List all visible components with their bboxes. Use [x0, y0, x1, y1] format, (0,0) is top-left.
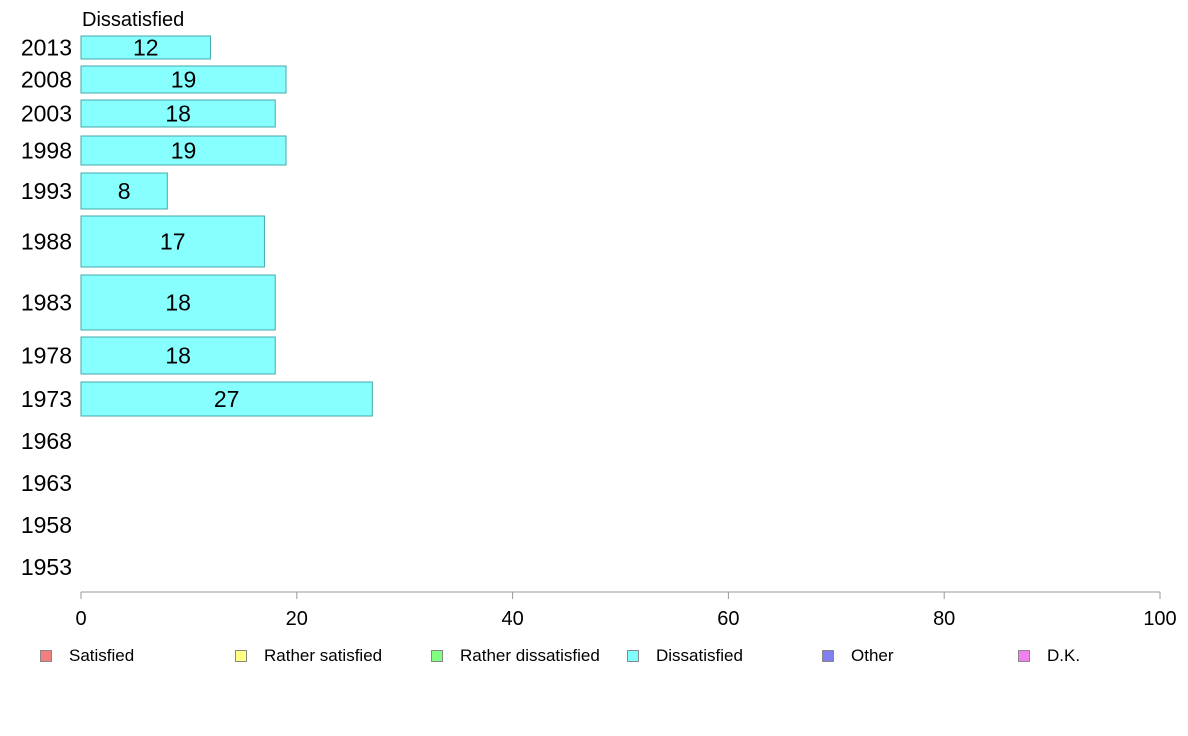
legend-label-rather-satisfied: Rather satisfied	[264, 646, 383, 665]
category-label-1953: 1953	[21, 554, 72, 580]
bar-1993	[80, 172, 168, 210]
bar-1983	[80, 274, 276, 331]
x-tick-label-80: 80	[933, 608, 955, 630]
bar-2008	[80, 65, 287, 94]
bar-1978	[80, 336, 276, 375]
legend-item-rather-dissatisfied: Rather dissatisfied	[431, 646, 600, 666]
x-tick-label-20: 20	[286, 608, 308, 630]
category-label-2013: 2013	[21, 35, 72, 61]
x-tick-label-60: 60	[717, 608, 739, 630]
data-label-1988: 17	[160, 229, 186, 255]
legend-swatch-other	[822, 650, 834, 662]
legend-label-rather-dissatisfied: Rather dissatisfied	[460, 646, 600, 665]
category-label-1973: 1973	[21, 386, 72, 412]
legend-item-dk: D.K.	[1018, 646, 1080, 666]
data-label-1973: 27	[214, 386, 240, 412]
legend-swatch-rather-dissatisfied	[431, 650, 443, 662]
bar-1988	[80, 215, 265, 268]
data-label-1998: 19	[171, 138, 197, 164]
legend: Satisfied Rather satisfied Rather dissat…	[0, 646, 1188, 670]
data-label-2003: 18	[165, 101, 191, 127]
x-tick-label-100: 100	[1143, 608, 1176, 630]
category-labels: 2013 2008 2003 1998 1993 1988 1983 1978 1973 1968…	[21, 35, 72, 581]
legend-item-rather-satisfied: Rather satisfied	[235, 646, 382, 666]
data-label-1983: 18	[165, 290, 191, 316]
legend-label-other: Other	[851, 646, 894, 665]
bars-layer: 12 19 18 19 8 17 18 18 27	[80, 35, 373, 417]
legend-swatch-dissatisfied	[627, 650, 639, 662]
bar-1973	[80, 381, 373, 417]
category-label-2003: 2003	[21, 101, 72, 127]
category-label-1978: 1978	[21, 343, 72, 369]
bar-2013	[80, 35, 211, 60]
chart-title: Dissatisfied	[82, 9, 184, 31]
legend-swatch-dk	[1018, 650, 1030, 662]
data-label-1978: 18	[165, 343, 191, 369]
x-tick-label-0: 0	[75, 608, 86, 630]
category-label-1993: 1993	[21, 178, 72, 204]
data-label-2013: 12	[133, 35, 159, 61]
category-label-1958: 1958	[21, 512, 72, 538]
bar-1998	[80, 135, 287, 166]
legend-label-satisfied: Satisfied	[69, 646, 135, 665]
category-label-1983: 1983	[21, 290, 72, 316]
legend-label-dk: D.K.	[1047, 646, 1081, 665]
legend-item-satisfied: Satisfied	[40, 646, 134, 666]
category-label-1998: 1998	[21, 138, 72, 164]
category-label-1968: 1968	[21, 428, 72, 454]
bar-2003	[80, 99, 276, 128]
category-label-1988: 1988	[21, 229, 72, 255]
category-label-2008: 2008	[21, 67, 72, 93]
x-tick-label-40: 40	[501, 608, 523, 630]
category-label-1963: 1963	[21, 470, 72, 496]
data-label-2008: 19	[171, 67, 197, 93]
legend-label-dissatisfied: Dissatisfied	[656, 646, 743, 665]
data-label-1993: 8	[118, 178, 131, 204]
legend-item-dissatisfied: Dissatisfied	[627, 646, 743, 666]
legend-swatch-satisfied	[40, 650, 52, 662]
x-axis: 0 20 40 60 80 100	[75, 591, 1177, 630]
legend-swatch-rather-satisfied	[235, 650, 247, 662]
legend-item-other: Other	[822, 646, 894, 666]
